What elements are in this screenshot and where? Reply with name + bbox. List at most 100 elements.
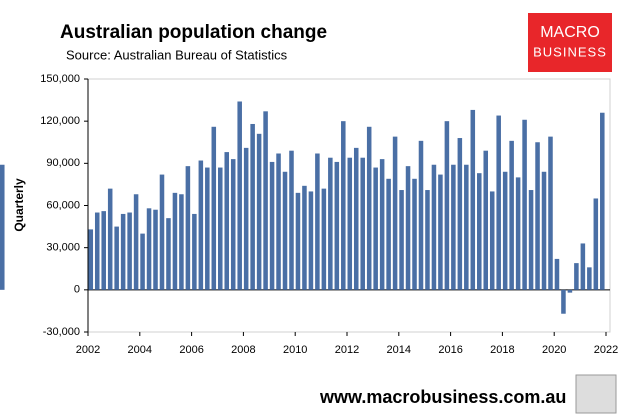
bar: [218, 167, 223, 290]
bar: [250, 123, 255, 290]
x-tick-label: 2008: [231, 344, 255, 356]
bar: [334, 161, 340, 290]
bar: [567, 289, 573, 293]
y-tick-label: 0: [74, 284, 80, 296]
bar: [94, 212, 100, 290]
x-tick-label: 2006: [179, 344, 203, 356]
y-tick-label: 120,000: [40, 115, 80, 127]
y-tick-label: 60,000: [46, 199, 80, 211]
bar: [405, 166, 411, 290]
bar: [120, 213, 126, 290]
bar: [295, 192, 301, 290]
bar: [444, 121, 450, 290]
bar: [0, 164, 5, 290]
bar: [464, 164, 469, 290]
bar: [321, 188, 327, 290]
bar: [185, 166, 191, 290]
bar: [179, 194, 184, 290]
bar: [360, 157, 365, 290]
bar: [107, 188, 113, 290]
bar: [431, 164, 437, 290]
bar: [282, 171, 288, 290]
bar: [88, 229, 94, 290]
bar: [146, 208, 152, 290]
x-tick-label: 2002: [76, 344, 100, 356]
chart-subtitle: Source: Australian Bureau of Statistics: [66, 47, 288, 62]
bar: [477, 173, 482, 290]
bar: [256, 133, 262, 290]
x-tick-label: 2016: [438, 344, 462, 356]
bar: [379, 159, 385, 290]
bar: [418, 140, 424, 290]
bar: [289, 150, 294, 290]
chart-title: Australian population change: [60, 22, 327, 43]
bar: [515, 177, 521, 290]
bar: [341, 121, 346, 290]
bar: [548, 136, 553, 290]
y-tick-label: 90,000: [46, 157, 80, 169]
bar: [166, 218, 171, 290]
bar: [205, 167, 210, 290]
x-tick-label: 2010: [283, 344, 307, 356]
y-tick-label: -30,000: [43, 326, 80, 338]
bar: [101, 211, 106, 290]
bar: [315, 153, 320, 290]
bar: [276, 153, 281, 290]
bar: [451, 164, 456, 290]
bar: [211, 126, 217, 290]
bar: [489, 191, 495, 290]
x-tick-label: 2020: [542, 344, 566, 356]
bar: [587, 267, 592, 290]
bar: [353, 147, 359, 290]
bar: [600, 112, 605, 290]
y-tick-label: 150,000: [40, 73, 80, 85]
x-tick-label: 2022: [594, 344, 618, 356]
bar: [593, 198, 599, 290]
bar: [302, 185, 307, 290]
bar: [509, 140, 514, 290]
bar: [140, 233, 145, 290]
bar: [230, 159, 236, 290]
wolf-icon: [575, 374, 617, 414]
bar: [366, 126, 372, 290]
bar: [470, 109, 476, 290]
bar: [172, 192, 178, 290]
bar: [153, 209, 158, 290]
bar: [198, 160, 204, 290]
logo-text: MACRO: [540, 24, 600, 41]
y-tick-label: 30,000: [46, 242, 80, 254]
bar: [425, 190, 430, 290]
bar: [133, 194, 139, 290]
bar: [528, 190, 534, 290]
bar: [483, 150, 489, 290]
logo-text: BUSINESS: [533, 44, 607, 59]
bar: [392, 136, 398, 290]
bar: [561, 289, 566, 314]
bar: [127, 212, 132, 290]
bar: [192, 213, 197, 290]
bar: [412, 178, 417, 290]
bar: [496, 115, 501, 290]
bar: [541, 171, 547, 290]
x-tick-label: 2014: [387, 344, 411, 356]
bar: [159, 174, 165, 290]
bar: [243, 147, 249, 290]
bar: [224, 152, 230, 290]
bar: [574, 263, 579, 290]
bar: [308, 191, 314, 290]
y-axis-label: Quarterly: [12, 178, 26, 232]
logo-box: [528, 13, 612, 72]
x-tick-label: 2004: [128, 344, 152, 356]
bar: [328, 157, 333, 290]
bar: [347, 157, 353, 290]
bar: [535, 142, 540, 290]
bar: [554, 258, 560, 290]
bar: [386, 178, 391, 290]
x-tick-label: 2012: [335, 344, 359, 356]
bar: [269, 161, 275, 290]
bar: [373, 167, 378, 290]
x-tick-label: 2018: [490, 344, 514, 356]
bar: [114, 226, 119, 290]
bar: [457, 138, 463, 290]
